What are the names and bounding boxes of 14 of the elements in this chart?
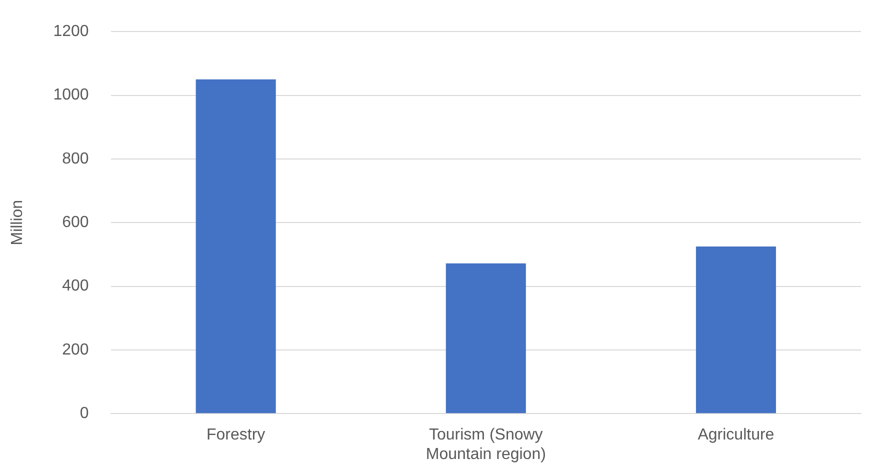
y-tick-label: 400 [62,278,89,295]
bar [446,263,526,414]
bar [196,79,276,414]
x-tick-label: Forestry [206,426,266,444]
y-tick-label: 800 [62,150,89,168]
y-tick-label: 200 [62,341,89,358]
y-axis-title: Million [9,200,26,246]
y-tick-label: 1000 [53,86,89,104]
bar [696,246,776,414]
y-tick-label: 1200 [53,23,89,40]
y-tick-label: 0 [80,405,89,422]
x-tick-label: Tourism (Snowy Mountain region) [426,426,546,463]
y-tick-label: 600 [62,214,89,232]
x-tick-label: Agriculture [698,426,774,444]
